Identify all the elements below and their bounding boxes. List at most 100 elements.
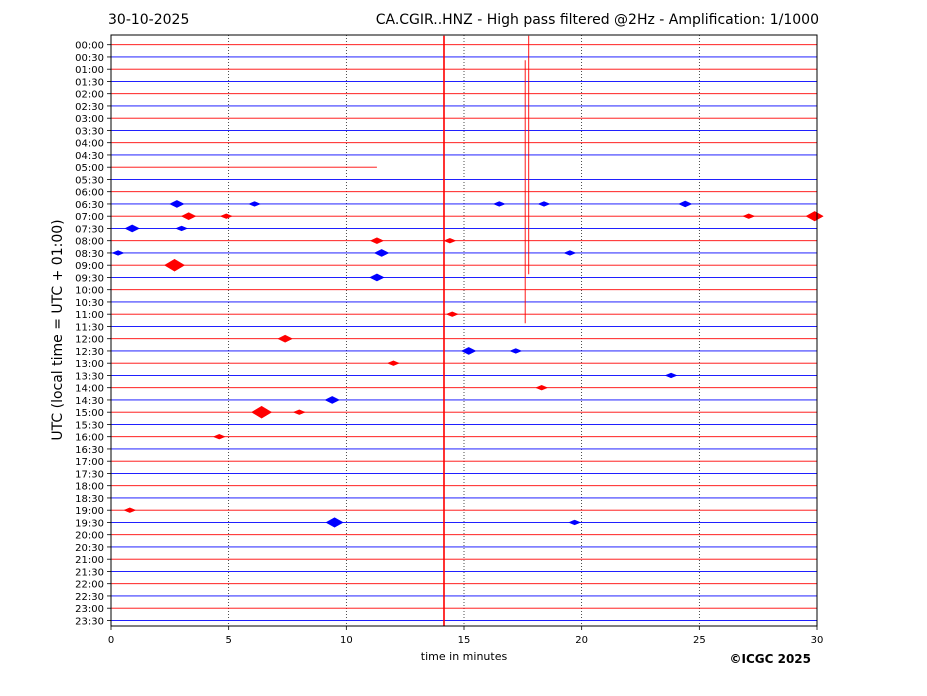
row-label: 08:30 bbox=[75, 249, 104, 260]
event-0730-0.9 bbox=[124, 224, 140, 233]
event-1930-9.5 bbox=[325, 517, 344, 528]
x-tick-label: 5 bbox=[225, 635, 231, 646]
event-0800-11.3 bbox=[369, 237, 385, 244]
event-0830-19.5 bbox=[563, 250, 577, 256]
row-label: 06:00 bbox=[75, 188, 104, 199]
row-label: 00:00 bbox=[75, 41, 104, 52]
event-1400-18.3 bbox=[535, 385, 549, 391]
event-1200-7.4 bbox=[277, 334, 293, 343]
row-label: 06:30 bbox=[75, 200, 104, 211]
row-label: 11:30 bbox=[75, 322, 104, 333]
event-0700-4.9 bbox=[219, 213, 233, 219]
event-0930-11.3 bbox=[369, 273, 385, 282]
x-axis-label: time in minutes bbox=[421, 650, 508, 663]
row-label: 09:30 bbox=[75, 273, 104, 284]
event-0700-27.1 bbox=[742, 213, 756, 219]
row-label: 20:30 bbox=[75, 543, 104, 554]
plot-area bbox=[111, 35, 817, 626]
row-label: 12:00 bbox=[75, 335, 104, 346]
event-0630-6.1 bbox=[248, 201, 262, 207]
row-label: 22:30 bbox=[75, 592, 104, 603]
event-1500-6.4 bbox=[251, 405, 273, 419]
event-1300-12 bbox=[386, 360, 400, 366]
event-0830-11.5 bbox=[373, 249, 390, 257]
seismic-events bbox=[111, 200, 824, 528]
grid-lines bbox=[228, 35, 700, 626]
row-label: 05:00 bbox=[75, 163, 104, 174]
row-label: 05:30 bbox=[75, 175, 104, 186]
event-1600-4.6 bbox=[212, 434, 226, 440]
row-label: 16:00 bbox=[75, 433, 104, 444]
row-label: 23:30 bbox=[75, 616, 104, 627]
event-1230-15.2 bbox=[460, 347, 477, 355]
row-label: 14:00 bbox=[75, 384, 104, 395]
chart-title: CA.CGIR..HNZ - High pass filtered @2Hz -… bbox=[375, 12, 819, 28]
event-0800-14.4 bbox=[443, 238, 457, 244]
row-label: 08:00 bbox=[75, 237, 104, 248]
event-1930-19.7 bbox=[568, 519, 582, 526]
row-label: 21:00 bbox=[75, 555, 104, 566]
row-label: 02:30 bbox=[75, 102, 104, 113]
trace-lines bbox=[111, 44, 817, 621]
row-label: 23:00 bbox=[75, 604, 104, 615]
event-0900-2.7 bbox=[164, 258, 186, 272]
row-label: 13:00 bbox=[75, 359, 104, 370]
row-label: 03:30 bbox=[75, 126, 104, 137]
row-label: 01:00 bbox=[75, 65, 104, 76]
row-label: 17:00 bbox=[75, 457, 104, 468]
row-label: 18:30 bbox=[75, 494, 104, 505]
event-1900-0.8 bbox=[123, 507, 137, 513]
row-label: 10:00 bbox=[75, 286, 104, 297]
event-0630-24.4 bbox=[678, 200, 693, 208]
row-label: 07:30 bbox=[75, 224, 104, 235]
x-tick-label: 25 bbox=[693, 635, 706, 646]
row-label: 00:30 bbox=[75, 53, 104, 64]
row-label: 19:30 bbox=[75, 518, 104, 529]
row-label: 01:30 bbox=[75, 77, 104, 88]
event-0630-16.5 bbox=[492, 201, 506, 207]
event-0630-2.8 bbox=[169, 200, 185, 208]
row-label: 04:30 bbox=[75, 151, 104, 162]
row-label: 15:00 bbox=[75, 408, 104, 419]
row-label: 14:30 bbox=[75, 396, 104, 407]
row-label: 21:30 bbox=[75, 567, 104, 578]
row-label: 10:30 bbox=[75, 298, 104, 309]
event-0730-3 bbox=[175, 225, 189, 232]
event-0700-29.9 bbox=[805, 211, 824, 222]
spike-lines bbox=[443, 35, 530, 626]
row-label: 19:00 bbox=[75, 506, 104, 517]
event-1330-23.8 bbox=[664, 372, 678, 379]
row-label: 17:30 bbox=[75, 469, 104, 480]
row-label: 22:00 bbox=[75, 580, 104, 591]
row-label: 15:30 bbox=[75, 420, 104, 431]
row-label: 09:00 bbox=[75, 261, 104, 272]
x-tick-label: 10 bbox=[340, 635, 353, 646]
event-0700-3.3 bbox=[180, 212, 197, 221]
row-label: 02:00 bbox=[75, 90, 104, 101]
row-label: 03:00 bbox=[75, 114, 104, 125]
y-axis-label: UTC (local time = UTC + 01:00) bbox=[50, 219, 66, 440]
row-label: 18:00 bbox=[75, 482, 104, 493]
row-label: 13:30 bbox=[75, 371, 104, 382]
row-label: 16:30 bbox=[75, 445, 104, 456]
event-0630-18.4 bbox=[537, 201, 551, 207]
copyright-label: ©ICGC 2025 bbox=[729, 652, 811, 666]
x-tick-label: 15 bbox=[458, 635, 471, 646]
event-1500-8 bbox=[292, 409, 306, 415]
row-label: 07:00 bbox=[75, 212, 104, 223]
row-label: 04:00 bbox=[75, 139, 104, 150]
event-1230-17.2 bbox=[509, 348, 523, 354]
row-label: 20:00 bbox=[75, 531, 104, 542]
event-1430-9.4 bbox=[324, 396, 340, 404]
row-label: 11:00 bbox=[75, 310, 104, 321]
event-1100-14.5 bbox=[445, 311, 459, 317]
event-0830-0.3 bbox=[111, 250, 125, 256]
x-ticks: 0 5 10 15 20 25 30 bbox=[108, 626, 824, 646]
x-tick-label: 30 bbox=[811, 635, 824, 646]
x-tick-label: 0 bbox=[108, 635, 114, 646]
row-label: 12:30 bbox=[75, 347, 104, 358]
chart-date: 30-10-2025 bbox=[108, 12, 190, 28]
x-tick-label: 20 bbox=[575, 635, 588, 646]
